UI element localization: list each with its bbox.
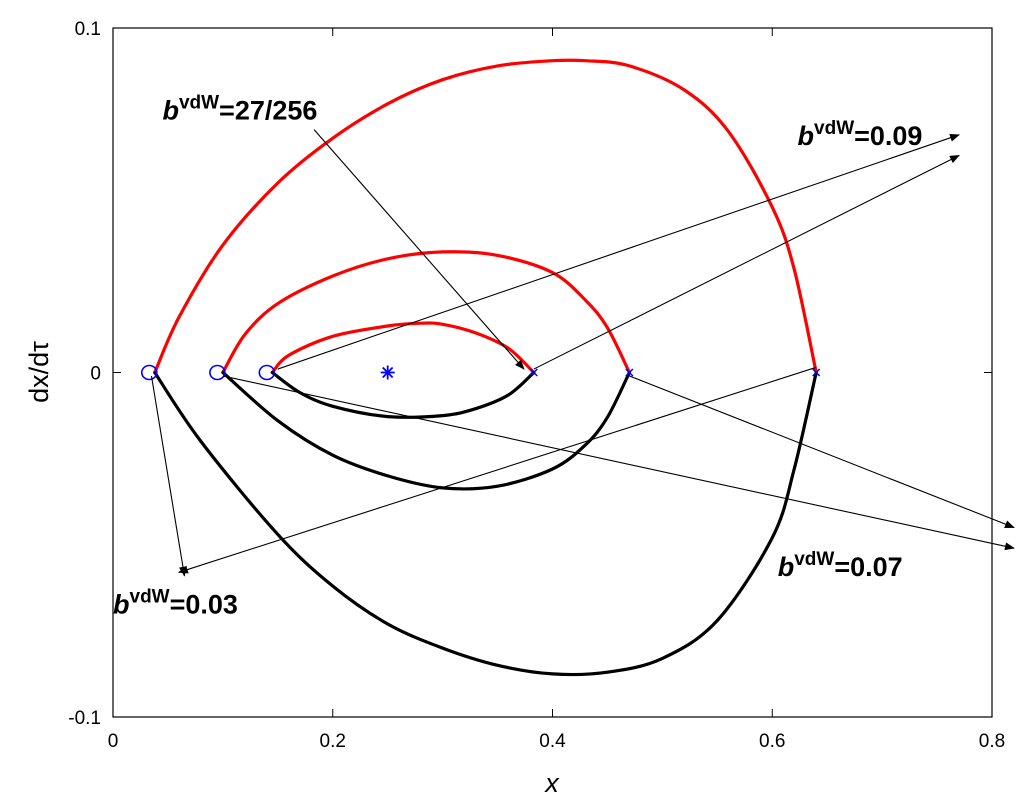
x-marker-stroke — [812, 368, 821, 377]
annotation-symbol: b — [778, 552, 795, 582]
x-tick-label: 0.8 — [979, 731, 1005, 752]
annotation-value: =0.09 — [854, 121, 922, 151]
x-marker-stroke — [529, 368, 538, 377]
x-marker — [529, 368, 538, 377]
marker-layer — [140, 364, 821, 381]
x-tick-label: 0.4 — [539, 731, 566, 752]
star-marker-stroke — [382, 366, 394, 379]
annotation-arrow — [177, 366, 817, 574]
annotation-arrow — [313, 129, 525, 370]
series-layer — [153, 58, 818, 677]
annotation-superscript: vdW — [130, 587, 170, 608]
annotation-symbol: b — [798, 121, 815, 151]
annotation-superscript: vdW — [179, 92, 219, 113]
x-marker-stroke — [625, 368, 634, 377]
annotation-value: =0.07 — [834, 552, 902, 582]
x-tick-label: 0 — [108, 731, 119, 752]
circle-marker — [209, 364, 226, 381]
annotation-arrow — [277, 133, 960, 370]
x-axis-label: x — [543, 768, 560, 798]
annotation-arrow — [629, 375, 1015, 529]
series-line-lower-1 — [153, 370, 818, 677]
annotation-arrow — [222, 375, 1015, 551]
y-tick-label: -0.1 — [68, 708, 101, 729]
annotation-arrow — [533, 154, 960, 370]
x-marker — [625, 368, 634, 377]
x-tick-label: 0.2 — [320, 731, 346, 752]
annotation-superscript: vdW — [794, 549, 834, 570]
annotation-label: bvdW=27/256 — [162, 92, 317, 125]
series-line-lower-3 — [221, 370, 631, 491]
y-tick-label: 0.1 — [75, 19, 101, 40]
series-line-upper-0 — [153, 58, 818, 375]
circle-marker — [140, 364, 158, 381]
x-tick-label: 0.6 — [759, 731, 785, 752]
axis-ticks — [112, 27, 993, 718]
annotation-value: =27/256 — [219, 95, 317, 125]
annotation-superscript: vdW — [814, 118, 854, 139]
annotation-arrow — [150, 375, 187, 577]
y-tick-label: 0 — [90, 364, 101, 385]
annotation-label: bvdW=0.03 — [113, 587, 238, 620]
annotation-arrows — [150, 129, 1015, 577]
y-axis-label: dx/dτ — [24, 341, 54, 403]
series-line-upper-2 — [221, 250, 631, 375]
x-marker — [812, 368, 821, 377]
annotation-symbol: b — [113, 590, 130, 620]
annotation-value: =0.03 — [170, 590, 238, 620]
tick-labels: 0 0.2 0.4 0.6 0.8 -0.1 0 0.1 — [68, 19, 1005, 752]
annotation-label: bvdW=0.07 — [778, 549, 903, 582]
circle-marker — [258, 364, 276, 381]
star-marker — [380, 365, 395, 380]
annotation-symbol: b — [162, 95, 179, 125]
annotation-label: bvdW=0.09 — [798, 118, 923, 151]
series-line-lower-5 — [270, 370, 536, 419]
series-line-upper-4 — [270, 321, 536, 375]
